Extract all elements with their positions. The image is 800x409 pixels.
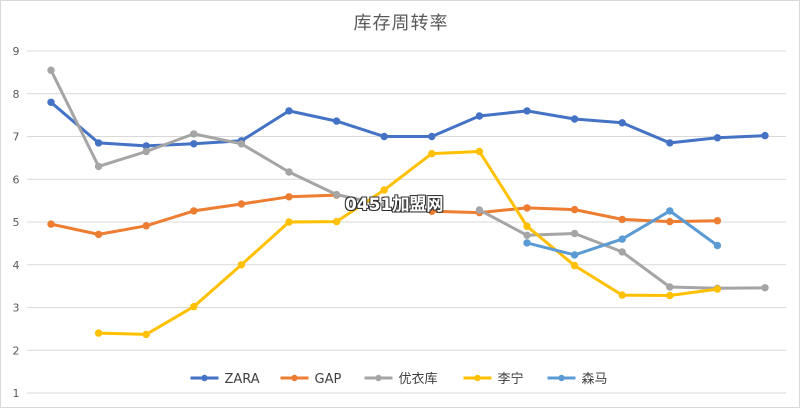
series-1 [47,191,722,239]
data-point [94,329,103,337]
data-point [94,230,103,239]
data-point [237,140,246,148]
y-tick-label: 7 [13,131,20,144]
legend-label: 森马 [582,372,608,387]
data-point [94,139,103,147]
y-tick-label: 6 [13,173,20,186]
data-point [475,112,484,120]
data-point [285,168,293,176]
data-point [380,201,388,209]
legend-label: 优衣库 [399,371,438,387]
legend: ZARA GAP 优衣库 李宁 森马 [190,371,608,387]
data-point [713,217,722,225]
data-point [285,107,293,115]
data-point [666,217,674,226]
data-point [618,119,626,127]
data-point [190,130,198,138]
data-point [570,261,579,270]
y-tick-label: 4 [13,259,20,272]
y-tick-label: 5 [13,216,20,229]
data-point [142,222,150,230]
data-point [666,283,674,291]
data-point [285,193,293,201]
data-point [142,330,150,339]
legend-marker [474,374,481,382]
data-point [332,190,341,199]
series-line [49,68,386,207]
data-point [428,149,436,158]
y-tick-label: 3 [13,302,20,315]
y-tick-label: 8 [13,88,20,101]
data-point [570,251,579,259]
series-3 [94,147,722,339]
data-point [237,261,246,269]
data-point [47,220,55,228]
data-point [190,302,198,311]
data-point [523,204,531,212]
data-point [475,147,484,156]
series-line [49,100,767,148]
data-point [713,134,722,142]
series-0 [47,98,769,150]
data-point [570,205,579,214]
series-line [49,193,339,236]
data-point [237,200,246,208]
data-point [523,107,531,115]
data-point [380,186,388,194]
data-point [666,139,674,147]
data-point [285,218,293,226]
chart-title: 库存周转率 [353,13,449,34]
data-point [618,248,626,256]
data-point [523,222,531,231]
legend-marker [558,374,565,382]
data-point [475,206,484,214]
data-point [190,140,198,148]
legend-item: 森马 [547,372,608,387]
data-point [523,239,531,247]
data-point [142,147,150,156]
data-point [570,229,579,238]
data-point [428,132,436,141]
data-point [47,98,55,107]
y-tick-label: 9 [13,45,20,58]
data-point [713,285,722,293]
legend-item: GAP [280,372,342,387]
legend-label: ZARA [225,372,260,387]
y-tick-label: 1 [13,387,20,400]
series-4 [523,207,722,259]
data-point [570,115,579,123]
data-point [332,117,341,125]
series-line [97,150,719,336]
data-point [666,291,674,300]
legend-label: GAP [315,372,342,387]
data-point [94,162,103,171]
data-point [618,215,626,224]
legend-item: 优衣库 [364,371,438,387]
legend-item: 李宁 [463,371,524,387]
legend-marker [375,374,382,382]
legend-item: ZARA [190,372,260,387]
data-point [761,131,769,140]
legend-marker [201,374,208,382]
data-point [713,241,722,250]
data-point [380,132,388,141]
legend-marker [291,374,298,382]
legend-label: 李宁 [498,371,524,387]
data-point [666,207,674,215]
y-tick-label: 2 [13,344,20,357]
data-point [428,207,436,216]
data-point [332,217,341,226]
data-point [618,291,626,299]
data-point [523,231,531,240]
data-point [618,235,626,243]
data-point [190,207,198,215]
data-point [761,284,769,292]
data-point [47,66,55,74]
